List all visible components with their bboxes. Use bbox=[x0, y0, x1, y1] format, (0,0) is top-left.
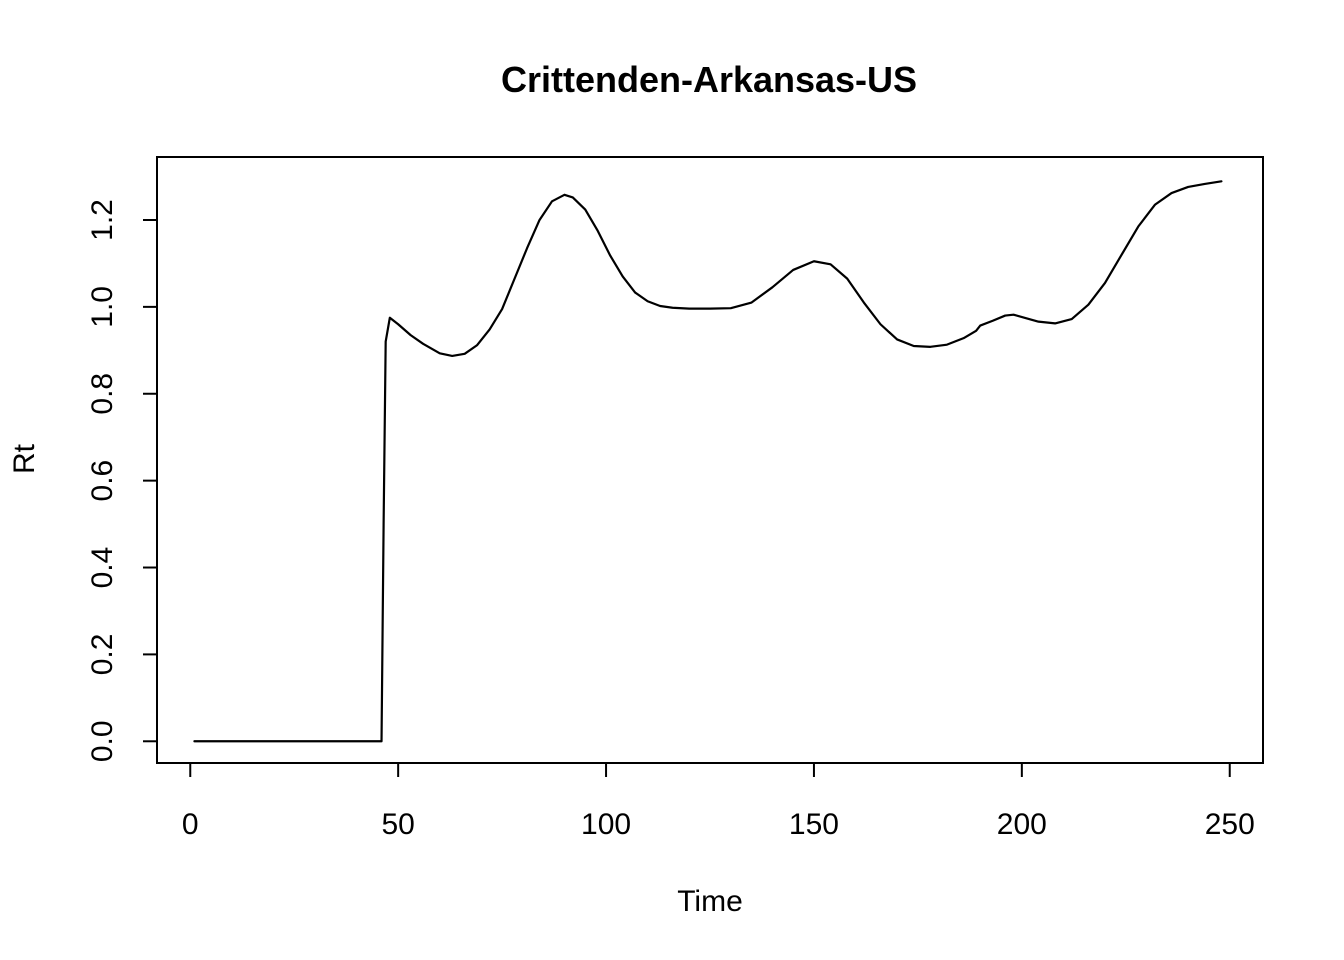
x-tick-label: 50 bbox=[381, 808, 414, 841]
x-tick-label: 100 bbox=[581, 808, 631, 841]
y-tick-label: 0.2 bbox=[86, 634, 119, 676]
y-tick-label: 0.0 bbox=[86, 720, 119, 762]
x-tick-label: 250 bbox=[1205, 808, 1255, 841]
x-axis-label: Time bbox=[677, 885, 743, 918]
y-axis: 0.0 0.2 0.4 0.6 0.8 1.0 1.2 bbox=[86, 199, 158, 762]
x-tick-label: 150 bbox=[789, 808, 839, 841]
y-tick-label: 0.8 bbox=[86, 373, 119, 415]
x-tick-label: 200 bbox=[997, 808, 1047, 841]
x-axis: 0 50 100 150 200 250 bbox=[182, 762, 1255, 841]
chart-title: Crittenden-Arkansas-US bbox=[501, 59, 917, 100]
y-tick-label: 1.2 bbox=[86, 199, 119, 241]
y-tick-label: 0.4 bbox=[86, 547, 119, 589]
x-tick-label: 0 bbox=[182, 808, 199, 841]
plot-frame bbox=[156, 156, 1264, 764]
rt-series-line bbox=[193, 180, 1223, 743]
y-axis-label: Rt bbox=[8, 443, 41, 474]
y-tick-label: 0.6 bbox=[86, 460, 119, 502]
y-tick-label: 1.0 bbox=[86, 286, 119, 328]
